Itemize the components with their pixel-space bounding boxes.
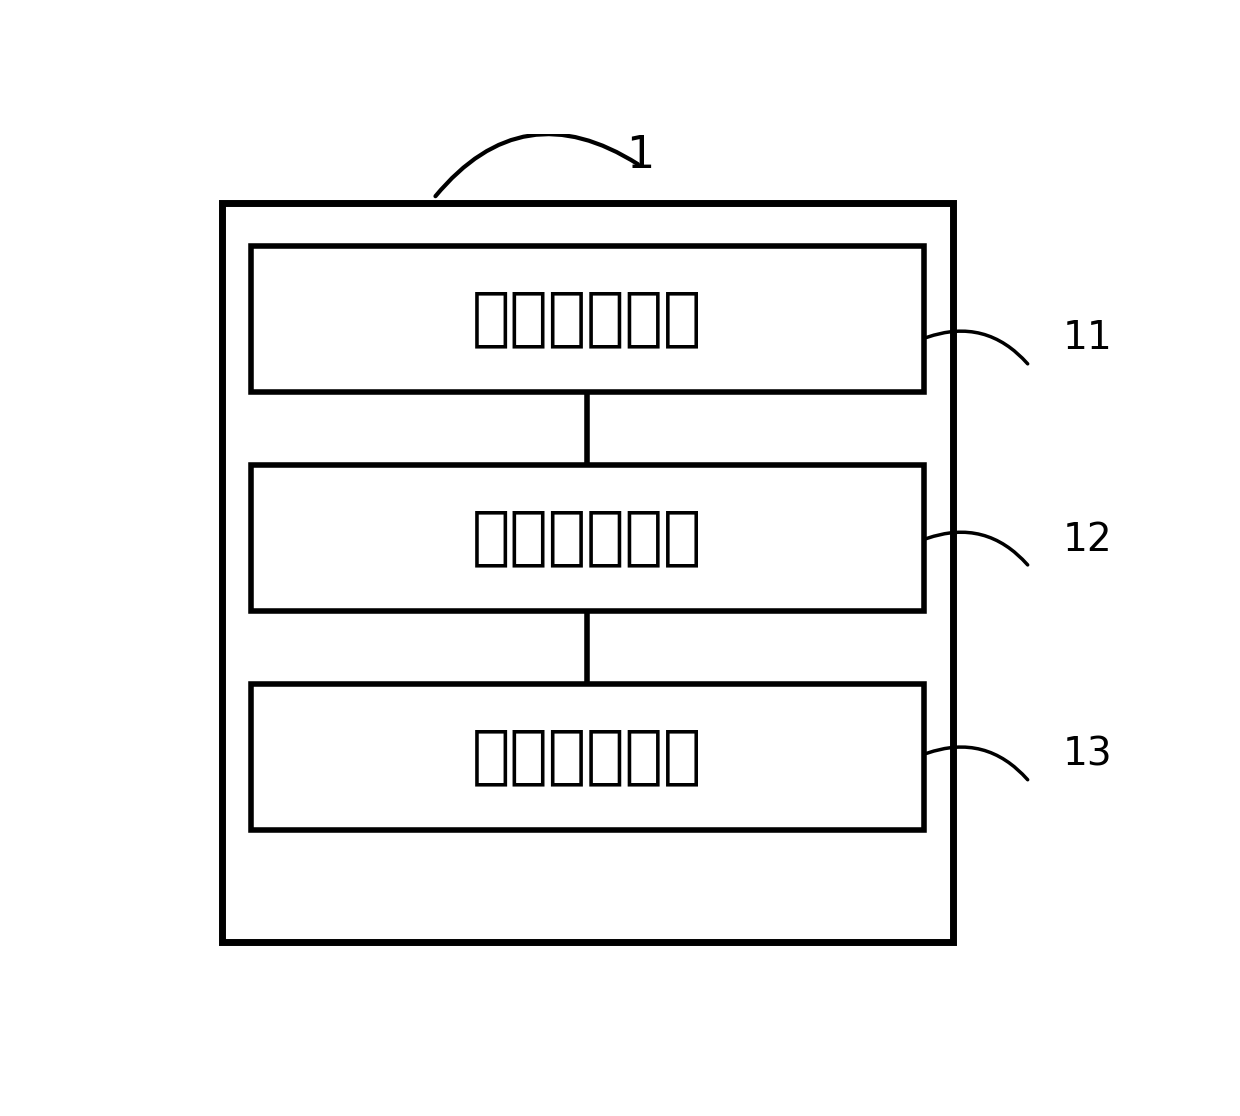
Bar	[250, 246, 924, 392]
Bar	[250, 684, 924, 830]
FancyArrowPatch shape	[435, 134, 637, 196]
FancyArrowPatch shape	[926, 747, 1028, 780]
FancyArrowPatch shape	[926, 532, 1028, 565]
FancyArrowPatch shape	[926, 331, 1028, 364]
Bar	[250, 464, 924, 610]
Text: 偏差分析模块: 偏差分析模块	[472, 507, 703, 569]
Text: 12: 12	[1063, 520, 1112, 558]
Text: 13: 13	[1063, 735, 1112, 773]
Bar	[222, 203, 952, 942]
Text: 坐标配准模块: 坐标配准模块	[472, 288, 703, 349]
Text: 1: 1	[626, 134, 655, 177]
Text: 11: 11	[1063, 319, 1112, 357]
Text: 模型修复模块: 模型修复模块	[472, 725, 703, 788]
